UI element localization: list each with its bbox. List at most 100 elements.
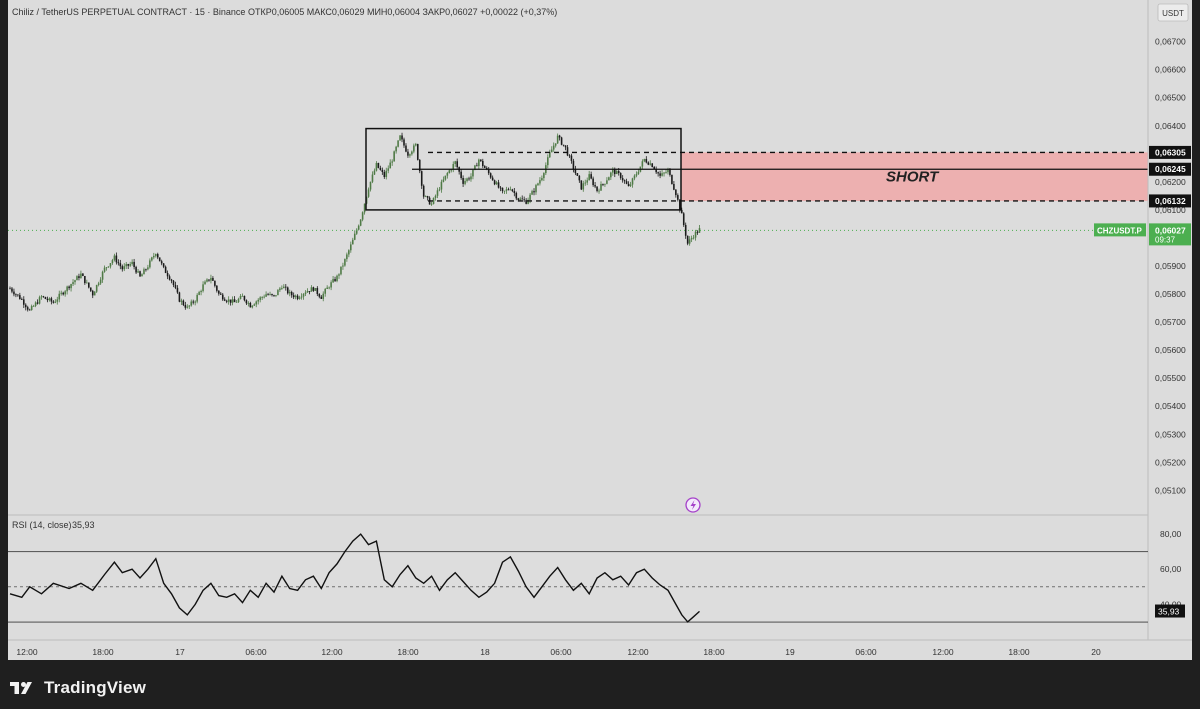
time-axis[interactable]: 12:00 18:00 17 06:00 12:00 18:00 18 06:00 12:00 1… <box>16 647 1101 657</box>
candle-body <box>324 288 326 294</box>
candle-body <box>216 285 218 291</box>
candle-body <box>371 174 374 182</box>
rsi-axis[interactable]: 80,00 60,00 40,00 35,93 <box>1155 529 1185 618</box>
candle-body <box>283 286 285 289</box>
candle-body <box>627 183 630 187</box>
candle-body <box>259 297 261 300</box>
time-tick-label: 20 <box>1091 647 1101 657</box>
candle-body <box>91 290 94 296</box>
candle-body <box>391 161 393 163</box>
price-axis[interactable]: USDT 0,067000,066000,065000,064000,06300… <box>1094 3 1191 495</box>
candle-body <box>113 255 116 261</box>
candle-body <box>182 300 185 305</box>
candle-body <box>361 212 364 220</box>
candle-body <box>373 170 376 175</box>
candle-body <box>46 298 49 301</box>
symbol-tag-bg <box>1094 223 1146 237</box>
candle-body <box>58 293 61 300</box>
candle-body <box>172 280 175 285</box>
candle-body <box>109 263 112 267</box>
candle-body <box>519 198 522 200</box>
level-price-tag-bg <box>1149 145 1191 159</box>
rsi-pane[interactable]: RSI (14, close) 35,93 <box>8 520 1148 623</box>
rsi-value-readout: 35,93 <box>72 520 95 530</box>
candle-body <box>509 189 512 191</box>
currency-unit-button[interactable] <box>1157 3 1189 22</box>
candle-body <box>32 305 35 307</box>
candle-body <box>162 263 165 267</box>
candle-body <box>145 269 147 271</box>
candle-body <box>253 304 256 306</box>
candle-body <box>13 291 15 295</box>
candle-body <box>582 183 585 190</box>
candle-body <box>387 168 390 171</box>
candle-body <box>470 176 472 180</box>
candle-body <box>143 269 145 275</box>
candle-body <box>608 177 610 181</box>
candle-body <box>633 175 636 179</box>
level-lines[interactable] <box>412 151 1148 202</box>
lightning-icon[interactable] <box>685 497 701 513</box>
candle-body <box>422 185 425 197</box>
candle-body <box>24 304 27 308</box>
time-tick-label: 06:00 <box>855 647 877 657</box>
price-pane[interactable]: SHORT <box>8 127 1148 513</box>
candle-body <box>696 231 699 233</box>
price-tick-label: 0,06200 <box>1155 177 1186 187</box>
candle-body <box>645 158 648 163</box>
candle-body <box>149 260 151 268</box>
candle-body <box>527 199 529 204</box>
candle-body <box>637 171 640 175</box>
time-tick-label: 12:00 <box>16 647 38 657</box>
candle-body <box>643 158 646 162</box>
candle-body <box>310 287 313 292</box>
short-zone-label: SHORT <box>886 169 940 186</box>
candle-body <box>56 299 59 302</box>
candle-body <box>452 163 455 170</box>
rsi-value-tag: 35,93 <box>1155 604 1185 618</box>
candle-body <box>440 181 443 190</box>
candle-body <box>399 135 401 141</box>
price-tick-label: 0,05700 <box>1155 317 1186 327</box>
candle-body <box>424 196 427 197</box>
candle-body <box>168 276 171 280</box>
candle-body <box>239 295 242 299</box>
candle-body <box>466 178 468 181</box>
tradingview-logo[interactable]: TradingView <box>10 676 146 700</box>
candle-body <box>480 159 482 161</box>
candle-body <box>594 185 596 187</box>
candle-body <box>225 300 228 302</box>
time-tick-label: 18:00 <box>92 647 114 657</box>
candle-body <box>570 155 573 161</box>
candle-body <box>647 162 650 165</box>
candle-body <box>288 291 291 294</box>
short-zone[interactable] <box>681 152 1148 201</box>
candle-body <box>574 169 577 174</box>
candle-body <box>30 306 33 311</box>
candle-body <box>503 190 506 192</box>
candle-body <box>675 189 677 196</box>
price-tick-label: 0,05800 <box>1155 289 1186 299</box>
candle-body <box>401 135 403 140</box>
candle-body <box>158 257 161 262</box>
candle-body <box>651 163 654 168</box>
candle-body <box>318 294 321 297</box>
candle-body <box>34 302 37 306</box>
candle-body <box>119 263 122 267</box>
chart-area[interactable]: SHORT Chiliz / TetherUS PERPETUAL CONTRA… <box>8 0 1192 660</box>
candle-body <box>40 296 43 298</box>
candle-body <box>198 292 200 295</box>
candle-body <box>434 195 437 198</box>
chart-canvas[interactable]: SHORT Chiliz / TetherUS PERPETUAL CONTRA… <box>8 0 1192 660</box>
candle-body <box>495 182 498 185</box>
price-tick-label: 0,05900 <box>1155 261 1186 271</box>
candle-body <box>497 182 500 188</box>
candle-body <box>160 261 163 264</box>
candle-body <box>214 280 216 286</box>
candle-body <box>367 189 370 197</box>
candle-body <box>141 274 143 277</box>
candle-body <box>117 262 120 264</box>
candle-body <box>612 169 614 173</box>
candle-body <box>680 209 683 214</box>
price-tick-label: 0,05100 <box>1155 485 1186 495</box>
